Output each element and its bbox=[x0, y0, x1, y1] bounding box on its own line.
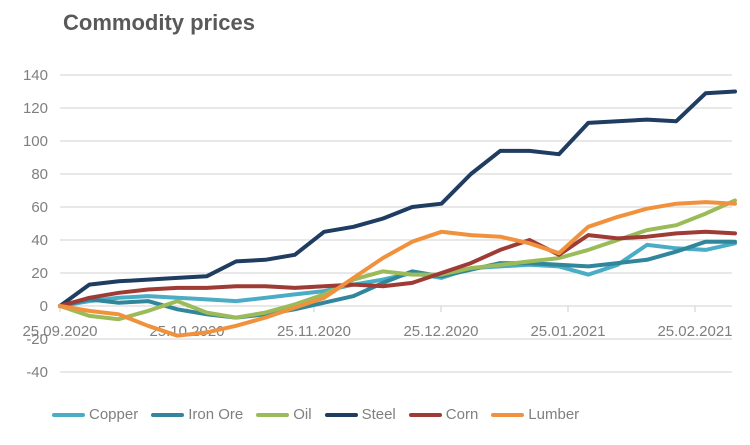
x-axis-label: 25.02.2021 bbox=[657, 323, 732, 340]
legend-label-oil: Oil bbox=[293, 406, 312, 423]
legend-swatch-iron-ore bbox=[151, 412, 185, 417]
y-axis-label: 0 bbox=[40, 298, 48, 315]
series-line-iron-ore bbox=[58, 239, 737, 320]
legend-item-iron-ore: Iron Ore bbox=[151, 406, 243, 423]
y-axis-label: 60 bbox=[31, 199, 48, 216]
y-axis-label: 140 bbox=[23, 67, 48, 84]
chart-title: Commodity prices bbox=[63, 10, 255, 35]
legend-label-corn: Corn bbox=[445, 406, 479, 423]
series-line-lumber bbox=[58, 200, 737, 338]
legend-swatch-oil bbox=[256, 412, 290, 417]
legend-swatch-steel bbox=[324, 412, 358, 417]
y-axis-label: 20 bbox=[31, 265, 48, 282]
series-line-corn bbox=[58, 229, 737, 308]
x-axis-label: 25.11.2020 bbox=[277, 323, 351, 340]
x-axis-label: 25.12.2020 bbox=[403, 323, 478, 340]
legend-label-copper: Copper bbox=[89, 406, 139, 423]
legend-swatch-copper bbox=[52, 412, 85, 417]
legend-swatch-lumber bbox=[491, 412, 525, 417]
y-axis-label: 120 bbox=[23, 100, 48, 117]
y-axis-label: -20 bbox=[26, 331, 48, 348]
x-axis-label: 25.01.2021 bbox=[530, 323, 605, 340]
y-axis-label: 40 bbox=[31, 232, 48, 249]
legend-label-steel: Steel bbox=[361, 406, 396, 423]
legend-label-iron-ore: Iron Ore bbox=[188, 406, 244, 423]
legend-swatch-corn bbox=[408, 412, 442, 417]
y-axis-label: 80 bbox=[31, 166, 48, 183]
legend-item-copper: Copper bbox=[52, 406, 138, 423]
legend-item-lumber: Lumber bbox=[491, 406, 579, 423]
legend-item-oil: Oil bbox=[256, 406, 312, 423]
legend-item-corn: Corn bbox=[408, 406, 479, 423]
y-axis-label: -40 bbox=[26, 364, 48, 381]
y-axis-label: 100 bbox=[23, 133, 48, 150]
legend-item-steel: Steel bbox=[324, 406, 396, 423]
series-line-steel bbox=[58, 89, 737, 308]
chart-legend: Copper Iron Ore Oil Steel Corn Lumber bbox=[52, 406, 579, 423]
x-axis-label: 25.09.2020 bbox=[22, 323, 97, 340]
x-axis-label: 25.10.2020 bbox=[149, 323, 224, 340]
legend-label-lumber: Lumber bbox=[528, 406, 580, 423]
